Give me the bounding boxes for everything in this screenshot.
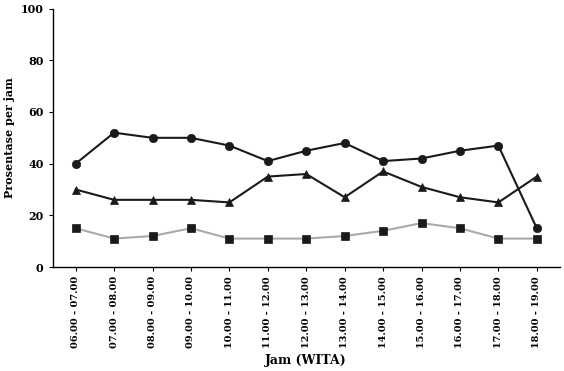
Y-axis label: Prosentase per jam: Prosentase per jam <box>4 78 15 198</box>
X-axis label: Jam (WITA): Jam (WITA) <box>265 354 347 367</box>
